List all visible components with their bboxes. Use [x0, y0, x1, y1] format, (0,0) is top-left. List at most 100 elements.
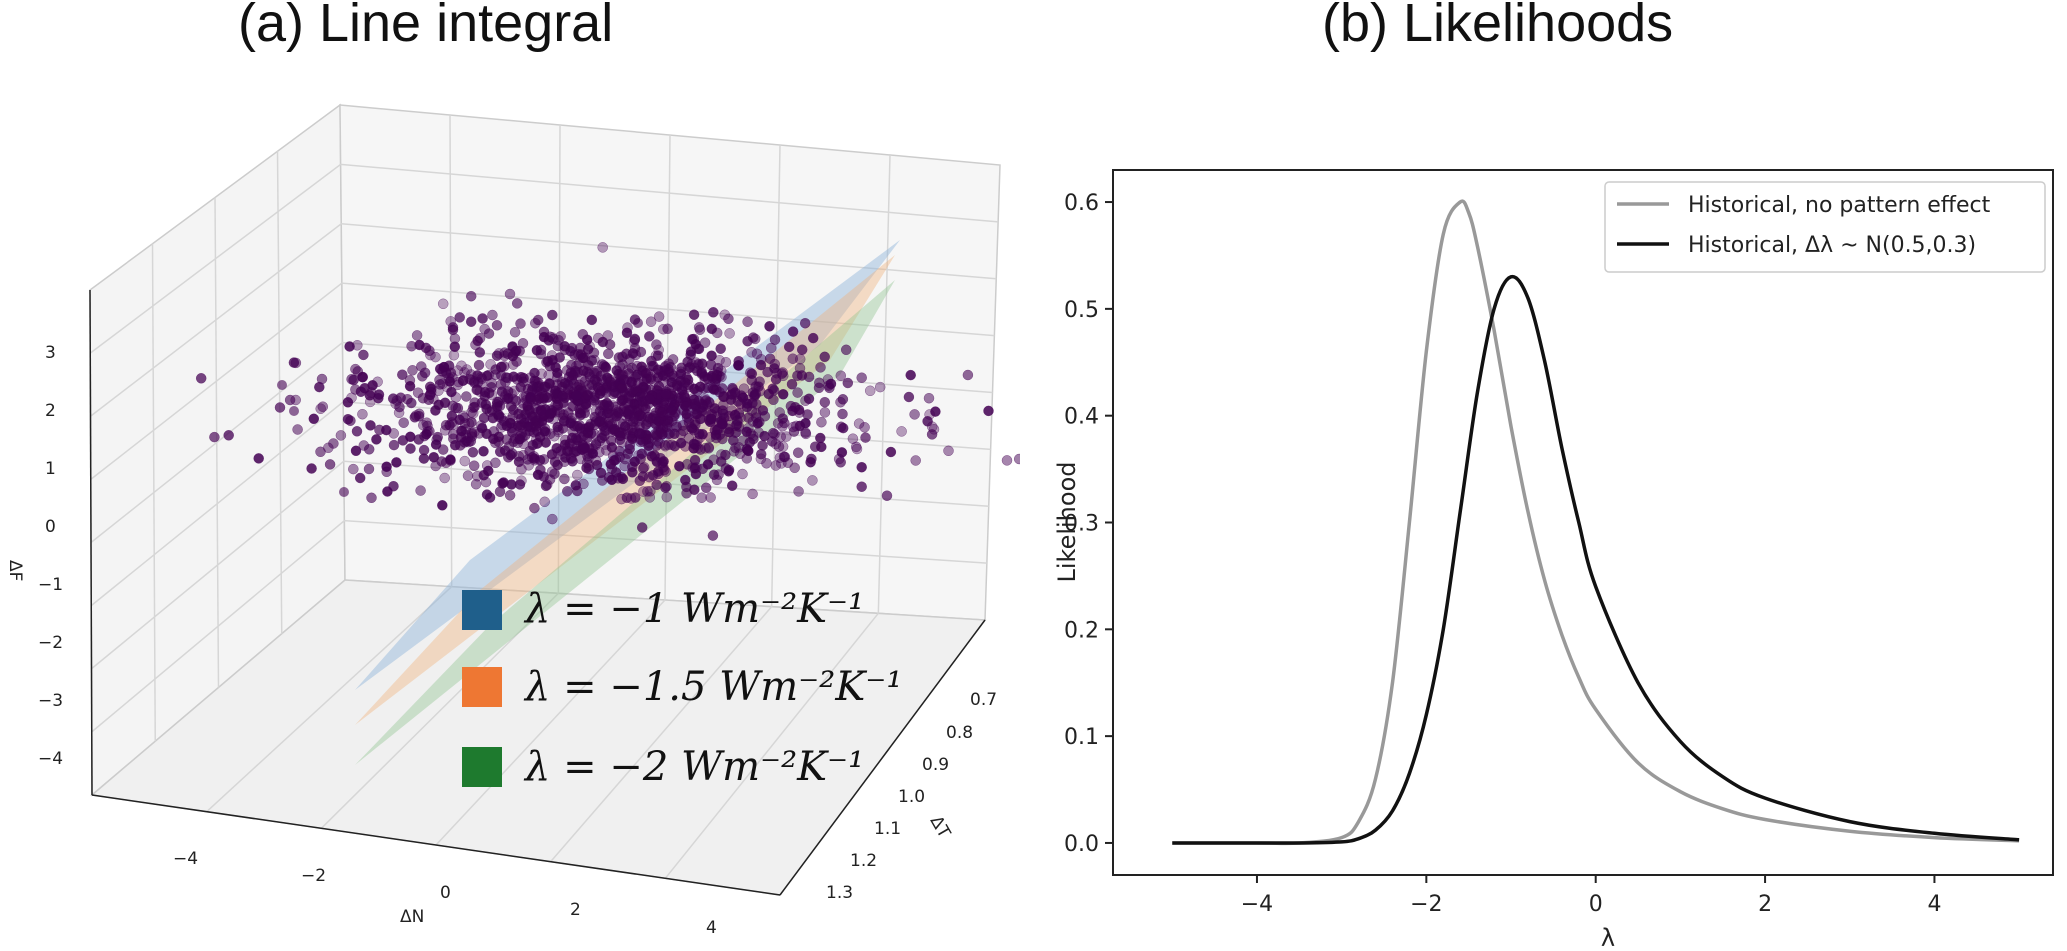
scatter-point — [638, 486, 649, 497]
scatter-point — [671, 379, 683, 390]
z-tick-label: 3 — [45, 343, 56, 363]
scatter-point — [316, 373, 328, 385]
legend-label-pattern-effect: Historical, Δλ ~ N(0.5,0.3) — [1688, 233, 1976, 258]
scatter-point — [688, 438, 700, 450]
scatter-point — [535, 405, 547, 416]
scatter-point — [531, 438, 543, 449]
scatter-point — [538, 326, 550, 338]
scatter-point — [881, 490, 893, 501]
scatter-point — [516, 475, 527, 486]
legend-swatch-lambda-1 — [462, 590, 502, 630]
scatter-point — [447, 400, 458, 412]
scatter-point — [626, 362, 638, 374]
scatter-point — [511, 298, 523, 309]
scatter-point — [724, 328, 735, 339]
scatter-point — [666, 439, 677, 450]
scatter-point — [763, 388, 774, 400]
scatter-point — [317, 401, 329, 412]
scatter-point — [342, 397, 354, 408]
x-tick-label: 4 — [1927, 892, 1941, 917]
y-tick-label: 0.6 — [1064, 191, 1099, 216]
scatter-point — [792, 387, 803, 398]
series-line-pattern-effect — [1172, 274, 2020, 845]
x-tick-label: −4 — [1241, 892, 1273, 917]
legend-label-lambda-2: λ = −2 Wm⁻²K⁻¹ — [523, 744, 864, 790]
x-tick-label: −2 — [301, 866, 326, 886]
scatter-point — [726, 389, 737, 400]
scatter-point — [583, 360, 594, 371]
scatter-point — [388, 428, 399, 439]
scatter-point — [622, 322, 633, 333]
scatter-point — [796, 344, 808, 355]
scatter-point — [743, 445, 754, 457]
z-tick-label: 2 — [45, 401, 56, 421]
scatter-point — [350, 363, 361, 375]
scatter-point — [816, 416, 827, 428]
scatter-point — [819, 407, 831, 418]
scatter-point — [552, 400, 563, 411]
scatter-point — [742, 316, 753, 327]
legend-label-no-pattern: Historical, no pattern effect — [1688, 193, 1991, 218]
scatter-point — [481, 489, 493, 500]
scatter-point — [819, 351, 830, 363]
scatter-point — [545, 408, 556, 420]
scatter-point — [777, 367, 788, 378]
scatter-point — [374, 424, 385, 436]
scatter-point — [720, 356, 732, 368]
scatter-point — [504, 490, 516, 501]
scatter-point — [1001, 455, 1013, 466]
scatter-point — [335, 430, 347, 441]
scatter-point — [404, 375, 416, 386]
scatter-point — [449, 333, 461, 344]
scatter-point — [513, 456, 525, 468]
z-axis-line — [89, 289, 93, 796]
scatter-point — [747, 332, 759, 343]
scatter-point — [446, 386, 457, 398]
scatter-point — [358, 349, 369, 361]
scatter-point — [388, 439, 400, 451]
scatter-point — [527, 381, 539, 392]
scatter-point — [351, 426, 363, 437]
scatter-point — [835, 370, 847, 381]
scatter-point — [511, 345, 522, 357]
scatter-point — [474, 332, 486, 344]
x-axis-label: λ — [1601, 924, 1615, 951]
scatter-point — [656, 407, 667, 418]
scatter-point — [692, 386, 703, 397]
scatter-point — [488, 433, 499, 445]
scatter-point — [604, 376, 616, 387]
scatter-point — [930, 406, 941, 417]
scatter-point — [705, 413, 717, 425]
y-tick-label: 0.7 — [970, 690, 997, 710]
scatter-point-outlier — [277, 380, 287, 390]
scatter-point — [529, 502, 540, 514]
scatter-point — [290, 357, 302, 369]
scatter-point — [787, 326, 799, 337]
scatter-point — [635, 436, 646, 448]
scatter-point — [903, 391, 915, 403]
y-tick-label: 1.0 — [898, 787, 925, 807]
scatter-point — [634, 391, 646, 403]
scatter-point — [540, 427, 552, 439]
grid-line-side — [151, 243, 156, 742]
scatter-point — [627, 422, 638, 433]
scatter-point — [640, 383, 652, 394]
z-tick-label: −3 — [38, 691, 63, 711]
scatter-point — [494, 486, 506, 497]
scatter-point — [723, 466, 734, 477]
x-ticks: −4 −2 0 2 4 — [1241, 875, 1941, 917]
scatter-point — [491, 320, 503, 331]
scatter-point — [467, 447, 479, 458]
scatter-point — [405, 443, 416, 454]
scatter-point — [515, 382, 526, 393]
scatter-point — [504, 288, 516, 300]
y-axis-label: Likelihood — [1053, 462, 1081, 583]
scatter-point — [781, 431, 792, 442]
scatter-point — [463, 418, 475, 429]
scatter-point — [800, 395, 811, 406]
scatter-point — [715, 365, 727, 377]
z-tick-label: −2 — [38, 633, 63, 653]
scatter-point — [731, 419, 743, 431]
scatter-point — [770, 374, 782, 385]
y-tick-label: 1.3 — [826, 883, 853, 903]
